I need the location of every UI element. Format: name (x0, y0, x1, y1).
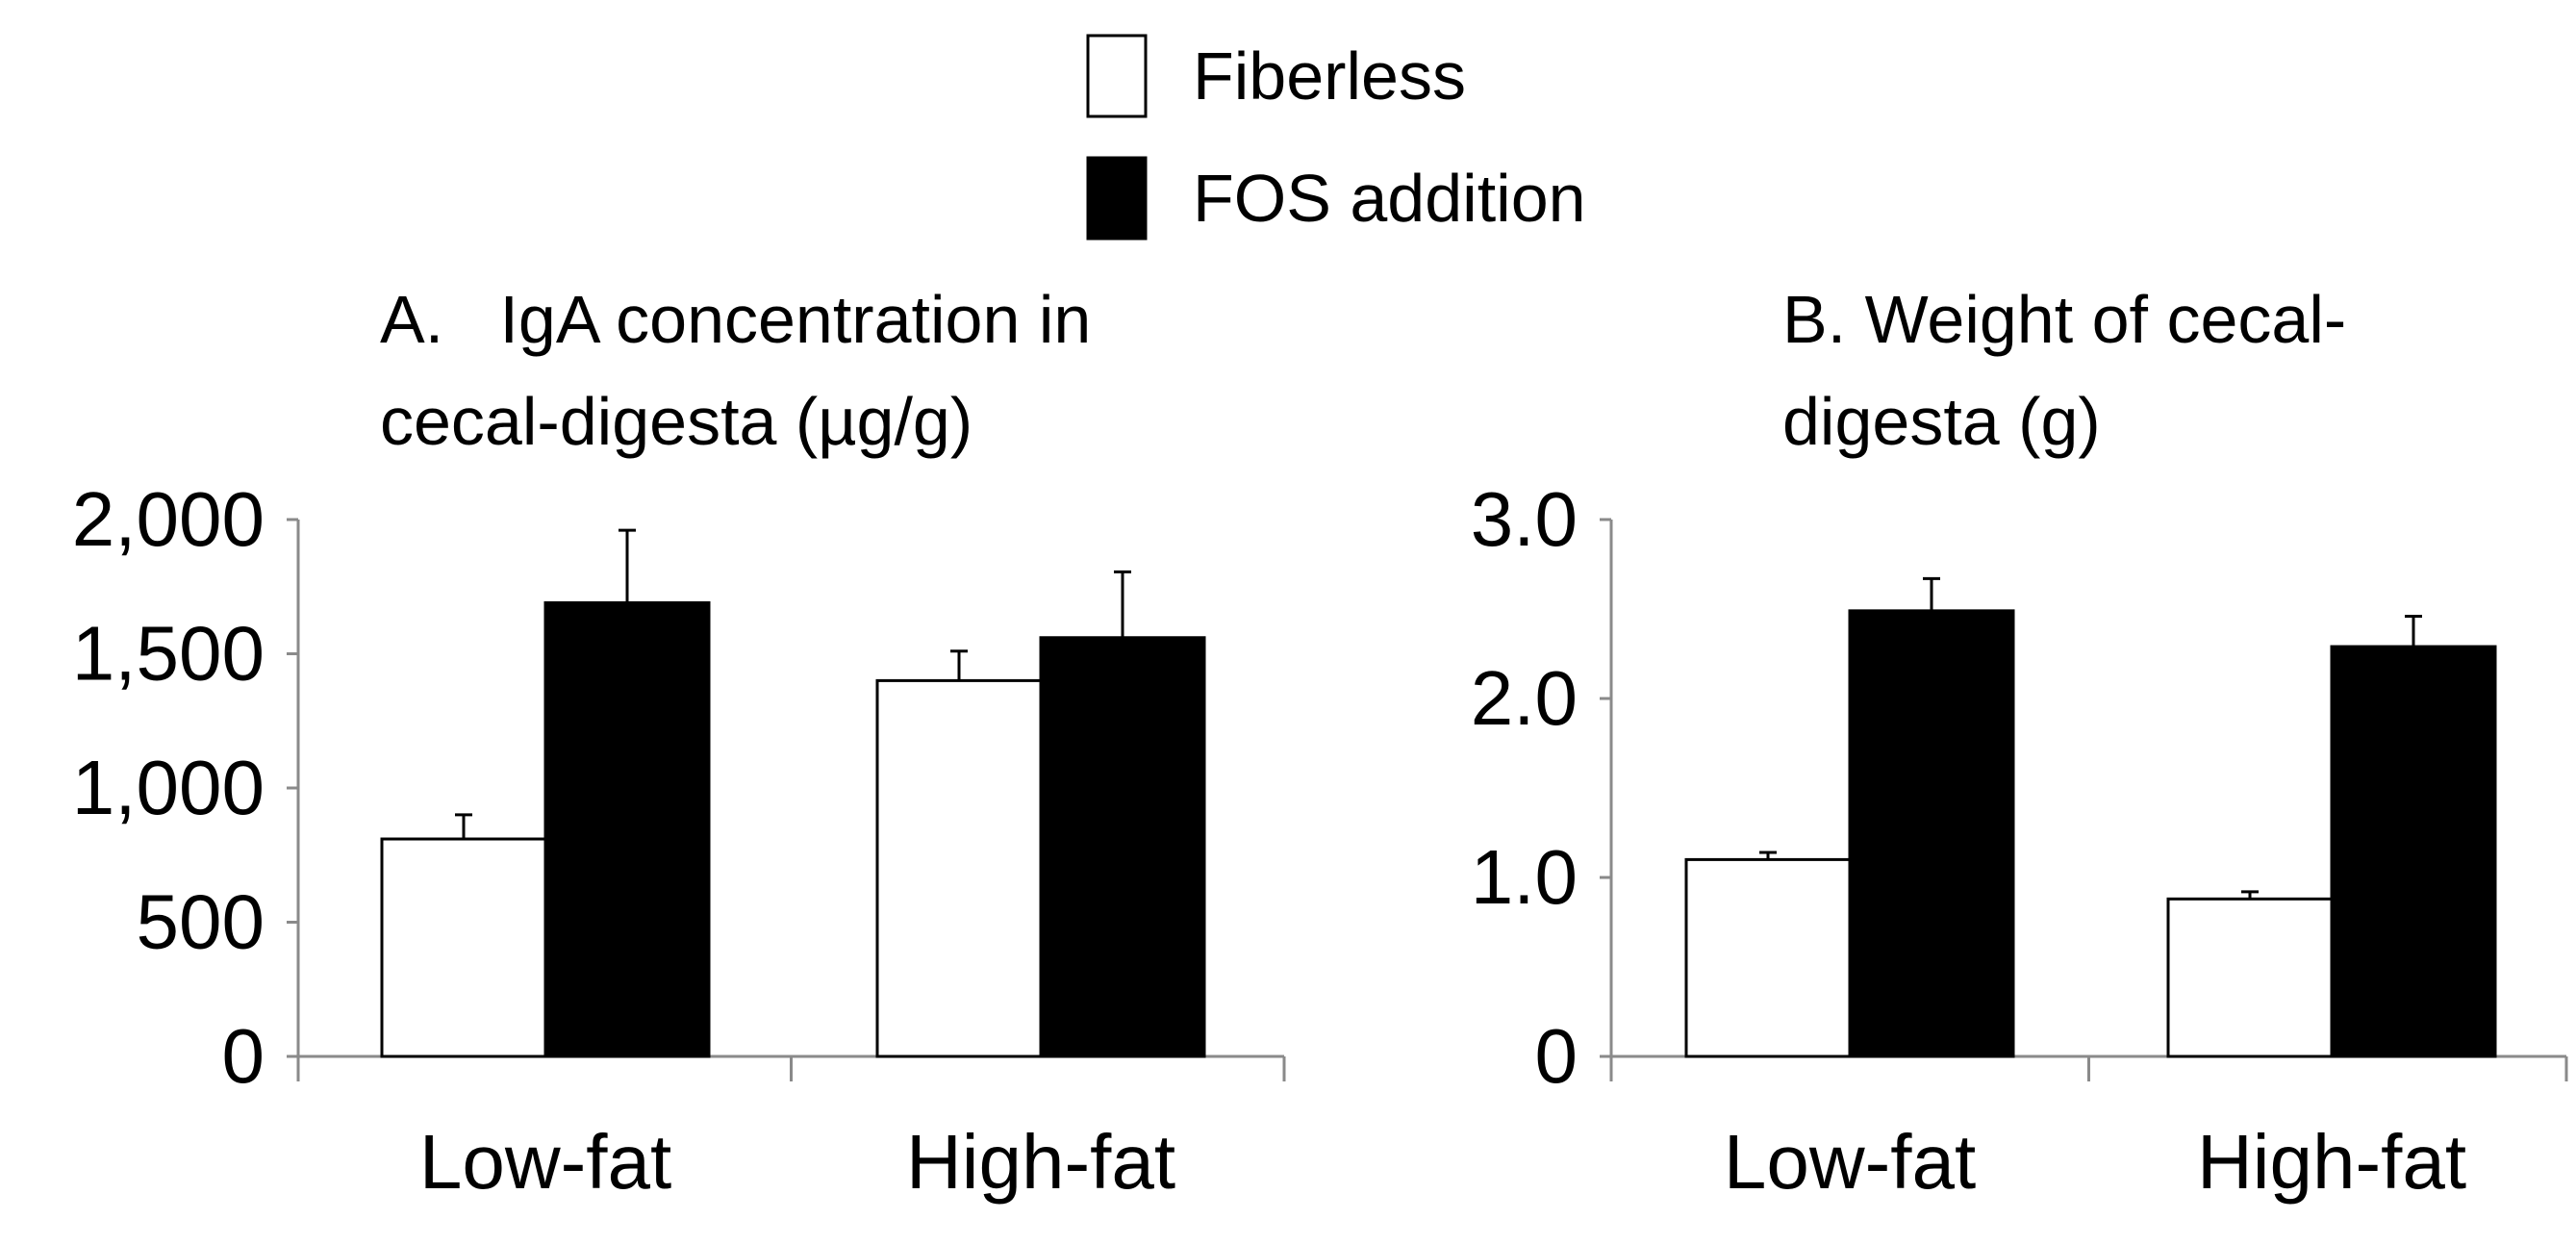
panel-b-error-bar (2241, 890, 2259, 900)
panel-b-error-bar (1923, 576, 1940, 611)
panel-b-weight-chart: B. Weight of cecal- digesta (g) 0 1.0 2.0 3… (1471, 282, 2568, 1205)
legend-swatch-fiberless (1086, 34, 1148, 118)
panel-a-error-bar (1114, 570, 1131, 638)
panel-a-iga-chart: A. IgA concentration in cecal-digesta (µ… (72, 282, 1286, 1205)
panel-a-bar-fiberless-high-fat (875, 678, 1043, 1058)
panel-b-error-bar (1759, 851, 1777, 860)
panel-a-title-line-1: A. IgA concentration in (380, 282, 1091, 357)
panel-a-category-label: High-fat (906, 1119, 1175, 1205)
panel-a-bar-fiberless-low-fat (380, 837, 547, 1058)
panel-b-bar-fiberless-high-fat (2166, 897, 2334, 1058)
panel-b-title-line-1: B. Weight of cecal- (1782, 282, 2346, 357)
panel-a-bar-fos-low-fat (543, 600, 711, 1058)
panel-b-y-tick-label: 0 (1535, 1013, 1578, 1099)
panel-b-bar-fos-high-fat (2330, 645, 2497, 1058)
legend-swatch-fos-addition (1086, 156, 1148, 241)
legend-label-fos-addition: FOS addition (1193, 161, 1586, 236)
panel-a-title-line-2: cecal-digesta (µg/g) (380, 384, 972, 459)
panel-b-y-tick-label: 1.0 (1471, 834, 1578, 920)
panel-b-y-tick-label: 2.0 (1471, 655, 1578, 741)
panel-b-category-label: Low-fat (1724, 1119, 1976, 1205)
panel-a-y-tick-label: 1,000 (72, 745, 265, 830)
panel-b-title-line-2: digesta (g) (1782, 384, 2101, 459)
legend-label-fiberless: Fiberless (1193, 38, 1466, 114)
panel-b-bar-fos-low-fat (1848, 609, 2015, 1058)
panel-a-y-tick-label: 0 (222, 1013, 265, 1099)
panel-a-y-tick-label: 2,000 (72, 476, 265, 562)
panel-a-error-bar (950, 649, 968, 681)
panel-a-category-label: Low-fat (419, 1119, 671, 1205)
panel-b-y-tick-label: 3.0 (1471, 476, 1578, 562)
panel-b-bar-fiberless-low-fat (1684, 857, 1852, 1058)
legend: Fiberless FOS addition (1086, 34, 1586, 241)
panel-a-y-tick-label: 1,500 (72, 611, 265, 697)
panel-a-error-bar (455, 813, 472, 840)
panel-a-y-tick-label: 500 (137, 879, 265, 965)
panel-a-bar-fos-high-fat (1039, 636, 1206, 1058)
panel-b-category-label: High-fat (2197, 1119, 2466, 1205)
panel-a-error-bar (619, 528, 636, 603)
panel-b-error-bar (2405, 614, 2422, 648)
